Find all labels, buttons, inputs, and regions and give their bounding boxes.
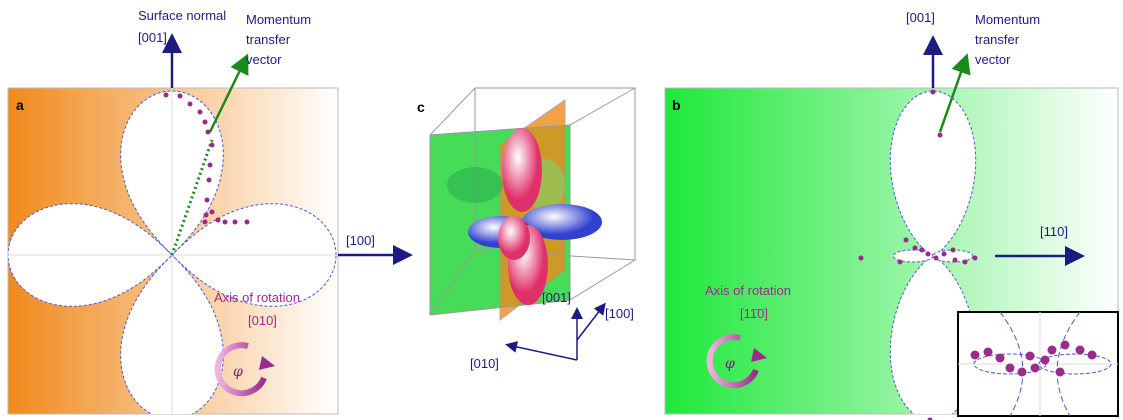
point xyxy=(222,219,228,225)
panel-label: b xyxy=(672,97,681,113)
label: vector xyxy=(246,52,282,67)
point xyxy=(930,89,936,95)
axis-arrow xyxy=(505,341,578,361)
label: [010] xyxy=(470,356,499,371)
label: transfer xyxy=(975,32,1020,47)
point xyxy=(1055,367,1065,377)
point xyxy=(912,245,918,251)
label: [010] xyxy=(248,313,277,328)
rotation-icon xyxy=(751,348,767,362)
point xyxy=(1005,363,1015,373)
momentum-arrow xyxy=(208,53,249,133)
point xyxy=(187,101,193,107)
point xyxy=(897,259,903,265)
label: transfer xyxy=(246,32,291,47)
angle: φ xyxy=(233,364,243,380)
label: [001] xyxy=(542,290,571,305)
point xyxy=(232,219,238,225)
point xyxy=(1025,351,1035,361)
panel-label: a xyxy=(16,97,24,113)
point xyxy=(202,219,208,225)
axis-arrow xyxy=(576,302,606,341)
point xyxy=(203,212,209,218)
orbital xyxy=(447,128,602,305)
point xyxy=(995,353,1005,363)
label: Surface normal xyxy=(138,8,226,23)
point xyxy=(177,93,183,99)
label: [11̄0] xyxy=(740,306,768,321)
label: vector xyxy=(975,52,1011,67)
point xyxy=(903,237,909,243)
point xyxy=(1075,345,1085,355)
point xyxy=(1060,340,1070,350)
point xyxy=(207,162,213,168)
point xyxy=(919,247,925,253)
label: [110] xyxy=(1040,224,1068,239)
point xyxy=(970,350,980,360)
point xyxy=(206,177,212,183)
point xyxy=(202,119,208,125)
point xyxy=(962,259,968,265)
point xyxy=(215,217,221,223)
label: [001] xyxy=(138,30,167,45)
dotted-vector xyxy=(170,139,214,256)
label: [100] xyxy=(346,233,375,248)
point xyxy=(937,132,943,138)
point xyxy=(197,109,203,115)
point xyxy=(941,251,947,257)
point xyxy=(927,417,933,420)
point xyxy=(925,251,931,257)
point xyxy=(1017,367,1027,377)
point xyxy=(1030,363,1040,373)
inset xyxy=(957,311,1119,417)
point xyxy=(209,142,215,148)
data-points xyxy=(163,89,1097,420)
label: [001] xyxy=(906,10,935,25)
point xyxy=(205,129,211,135)
point xyxy=(983,347,993,357)
point xyxy=(1040,355,1050,365)
point xyxy=(972,255,978,261)
point xyxy=(858,255,864,261)
label: Axis of rotation xyxy=(214,290,300,305)
panel-label: c xyxy=(417,99,425,115)
angle: φ xyxy=(725,356,735,372)
rotation-icon xyxy=(214,342,267,397)
label: [100] xyxy=(605,306,634,321)
rotation-icon xyxy=(259,356,275,370)
label: Axis of rotation xyxy=(705,283,791,298)
point xyxy=(950,247,956,253)
point xyxy=(244,219,250,225)
label: Momentum xyxy=(975,12,1040,27)
point xyxy=(163,92,169,98)
point xyxy=(933,255,939,261)
momentum-arrow xyxy=(938,53,971,133)
point xyxy=(204,197,210,203)
point xyxy=(952,257,958,263)
rotation-icon xyxy=(706,334,759,389)
point xyxy=(1087,350,1097,360)
point xyxy=(209,209,215,215)
label: Momentum xyxy=(246,12,311,27)
point xyxy=(1047,345,1057,355)
